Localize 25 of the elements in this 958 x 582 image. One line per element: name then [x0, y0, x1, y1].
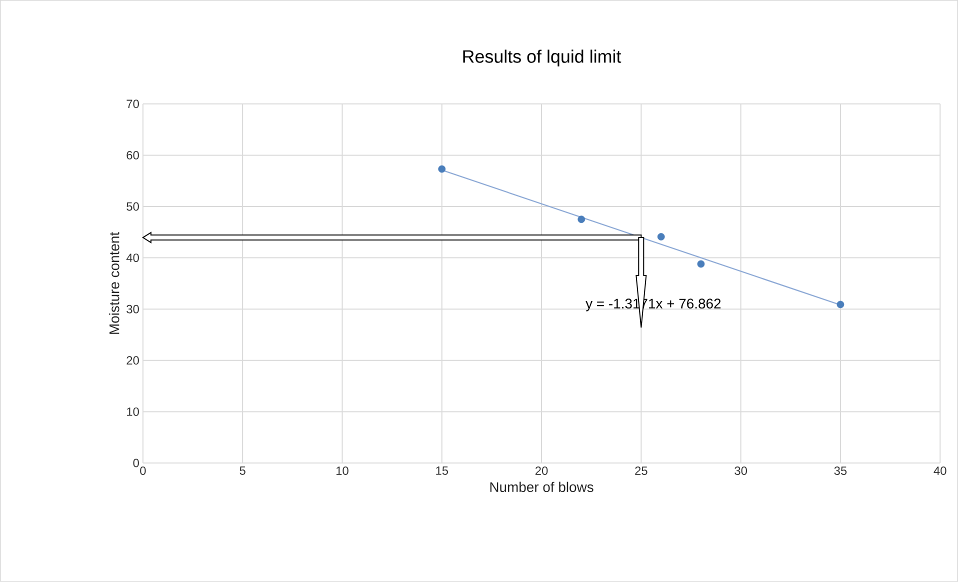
y-tick-label: 0 — [133, 458, 139, 468]
y-tick-label: 60 — [126, 151, 139, 160]
y-tick-label: 30 — [126, 304, 139, 314]
y-tick-label: 20 — [126, 356, 139, 365]
y-tick-label: 10 — [127, 408, 139, 416]
point — [438, 165, 446, 173]
x-tick-label: 40 — [934, 466, 946, 476]
x-tick-label: 20 — [535, 466, 548, 476]
point — [578, 216, 586, 224]
x-tick-label: 35 — [834, 466, 847, 476]
x-tick-label: 5 — [240, 466, 246, 475]
point — [657, 233, 665, 241]
x-tick-label: 0 — [140, 466, 146, 476]
point — [697, 260, 705, 268]
y-axis-title: Moisture content — [109, 232, 120, 334]
y-tick-label: 50 — [126, 202, 139, 211]
x-tick-label: 25 — [635, 466, 648, 476]
x-axis-title: Number of blows — [490, 482, 594, 492]
x-tick-label: 10 — [336, 466, 348, 476]
x-tick-label: 15 — [436, 466, 448, 475]
point — [836, 300, 844, 308]
y-tick-label: 40 — [126, 254, 139, 262]
chart-title: Results of lquid limit — [463, 50, 622, 66]
x-tick-label: 30 — [734, 466, 747, 476]
y-tick-label: 70 — [126, 100, 139, 108]
